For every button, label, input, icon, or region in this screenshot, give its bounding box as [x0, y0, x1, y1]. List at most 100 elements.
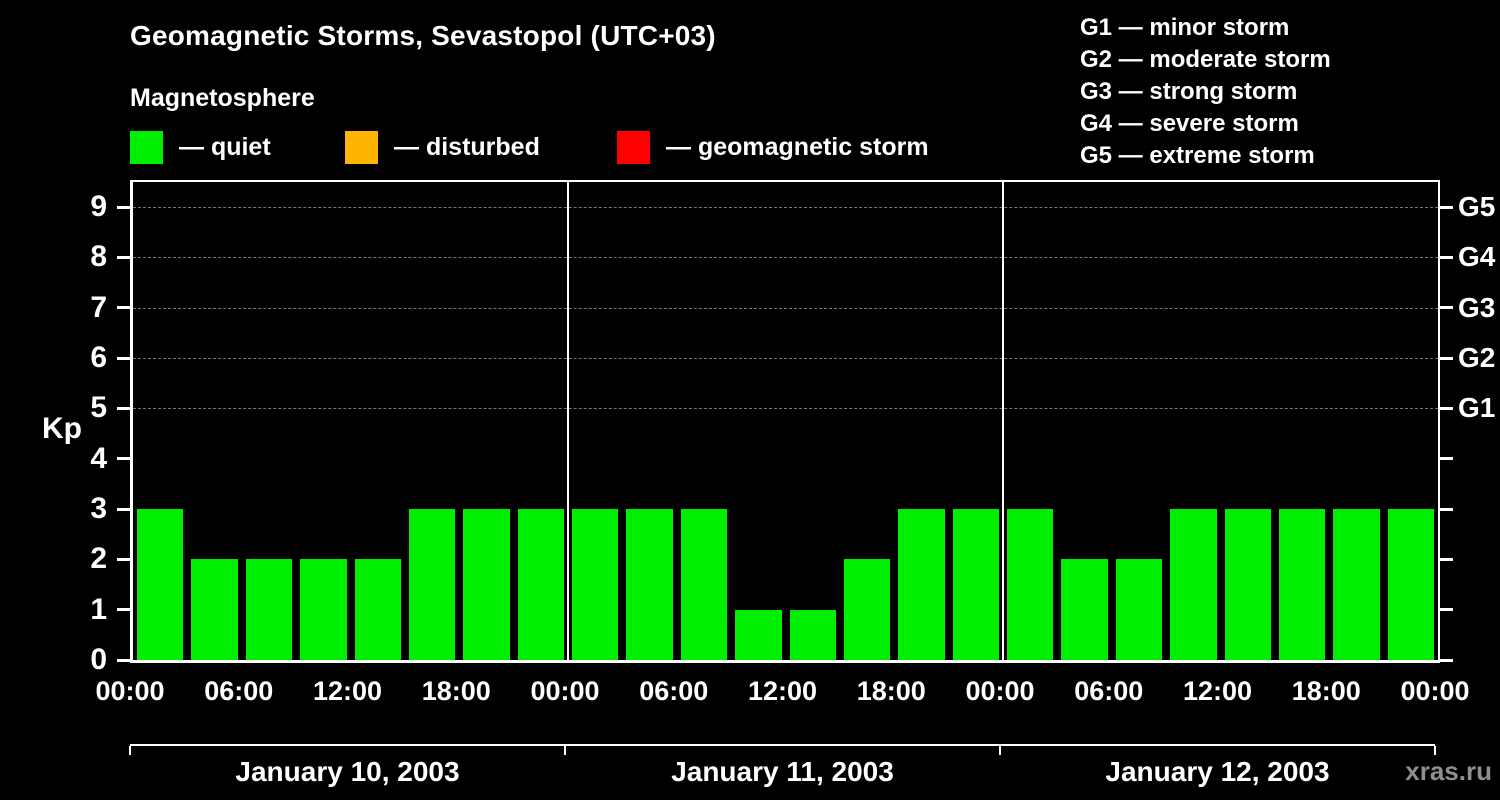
y-tick-right	[1440, 658, 1453, 662]
x-tick-label: 06:00	[639, 676, 709, 706]
date-label: January 10, 2003	[235, 756, 460, 787]
kp-bar	[463, 509, 510, 660]
date-label: January 11, 2003	[671, 756, 894, 787]
x-tick-label: 00:00	[530, 676, 600, 706]
day-separator	[1002, 182, 1004, 660]
g-scale-label-g1: G1	[1458, 392, 1496, 424]
y-tick-right	[1440, 255, 1453, 259]
y-tick-label: 6	[90, 341, 107, 375]
y-tick-label: 7	[90, 290, 107, 324]
y-axis-title: Kp	[42, 412, 82, 445]
chart-title: Geomagnetic Storms, Sevastopol (UTC+03)	[130, 20, 716, 51]
kp-bar	[1061, 559, 1108, 660]
y-tick-label: 4	[90, 441, 107, 475]
x-tick-label: 00:00	[95, 676, 165, 706]
gridline-kp6	[133, 358, 1438, 360]
kp-bar	[137, 509, 184, 660]
kp-bar	[680, 509, 728, 660]
legend-label-storm: — geomagnetic storm	[666, 133, 929, 161]
y-tick-label: 3	[90, 492, 107, 526]
date-axis-bracket	[129, 744, 1436, 756]
gridline-kp5	[133, 408, 1438, 410]
kp-bar	[517, 509, 564, 660]
date-label: January 12, 2003	[1105, 756, 1330, 787]
kp-bar	[354, 559, 401, 660]
y-tick-left	[117, 457, 130, 461]
watermark: xras.ru	[1405, 756, 1492, 786]
storm-scale-line: G2 — moderate storm	[1080, 46, 1331, 73]
y-tick-label: 0	[90, 643, 107, 676]
quiet-color-swatch	[130, 131, 163, 164]
gridline-kp9	[133, 207, 1438, 209]
y-tick-left	[117, 406, 130, 410]
magnetosphere-label: Magnetosphere	[130, 84, 315, 112]
y-tick-label: 5	[90, 391, 107, 425]
y-tick-left	[117, 507, 130, 511]
storm-scale-legend: G1 — minor storm G2 — moderate storm G3 — …	[1080, 12, 1331, 172]
day-separator	[567, 182, 569, 660]
kp-bar	[789, 609, 836, 660]
g-scale-label-g5: G5	[1458, 191, 1496, 223]
bracket-tick	[1434, 746, 1436, 755]
kp-bar	[898, 509, 945, 660]
gridline-kp8	[133, 257, 1438, 259]
kp-bar	[1170, 509, 1217, 660]
storm-scale-line: G1 — minor storm	[1080, 14, 1290, 41]
x-tick-label: 00:00	[965, 676, 1035, 706]
y-tick-left	[117, 205, 130, 209]
storm-scale-line: G3 — strong storm	[1080, 78, 1298, 105]
legend-item-disturbed: — disturbed	[345, 131, 540, 164]
y-tick-label: 1	[90, 592, 107, 626]
kp-bar	[408, 509, 456, 660]
kp-bar	[1387, 509, 1434, 660]
kp-bar	[300, 559, 347, 660]
y-tick-left	[117, 557, 130, 561]
x-tick-label: 18:00	[1291, 676, 1361, 706]
gridline-kp7	[133, 307, 1438, 309]
x-tick-label: 06:00	[1074, 676, 1144, 706]
x-tick-label: 12:00	[747, 676, 818, 706]
g-scale-label-g3: G3	[1458, 291, 1496, 323]
date-labels-row: January 10, 2003 January 11, 2003 January …	[130, 756, 1435, 788]
y-tick-left	[117, 658, 130, 662]
x-tick-label: 00:00	[1400, 676, 1470, 706]
y-tick-right	[1440, 457, 1453, 461]
kp-bar	[1333, 509, 1380, 660]
y-tick-left	[117, 255, 130, 259]
legend-label-disturbed: — disturbed	[394, 133, 540, 161]
y-tick-right	[1440, 557, 1453, 561]
storm-color-swatch	[617, 131, 650, 164]
x-tick-label: 12:00	[312, 676, 383, 706]
y-tick-left	[117, 356, 130, 360]
bracket-tick	[129, 746, 131, 755]
y-tick-label: 9	[90, 190, 107, 224]
y-tick-right	[1440, 406, 1453, 410]
x-tick-label: 06:00	[204, 676, 274, 706]
legend-item-quiet: — quiet	[130, 131, 271, 164]
kp-bar	[191, 559, 238, 660]
plot-area: 0 1 2 3 4 5 6 7 8 9 G1 G2 G3 G4 G5	[90, 180, 1495, 676]
legend-item-storm: — geomagnetic storm	[617, 131, 929, 164]
kp-bar	[1007, 509, 1054, 660]
kp-bar	[1224, 509, 1271, 660]
bracket-tick	[998, 746, 1001, 755]
g-scale-label-g2: G2	[1458, 342, 1496, 374]
x-tick-label: 18:00	[856, 676, 926, 706]
kp-bar	[572, 509, 619, 660]
y-tick-right	[1440, 608, 1453, 612]
y-tick-label: 2	[90, 542, 107, 576]
y-tick-left	[117, 608, 130, 612]
kp-bar	[1115, 559, 1163, 660]
y-tick-label: 8	[90, 240, 107, 274]
legend-label-quiet: — quiet	[179, 133, 271, 161]
y-tick-right	[1440, 507, 1453, 511]
kp-bar	[245, 559, 293, 660]
y-tick-right	[1440, 356, 1453, 360]
kp-bar-chart: 0 1 2 3 4 5 6 7 8 9 G1 G2 G3 G4 G5 January 10, 2003 Jan…	[90, 180, 1495, 787]
kp-bar	[843, 559, 891, 660]
y-tick-right	[1440, 306, 1453, 310]
x-tick-label: 18:00	[421, 676, 491, 706]
g-scale-label-g4: G4	[1458, 241, 1496, 273]
storm-scale-line: G4 — severe storm	[1080, 110, 1299, 137]
bracket-tick	[563, 746, 566, 755]
